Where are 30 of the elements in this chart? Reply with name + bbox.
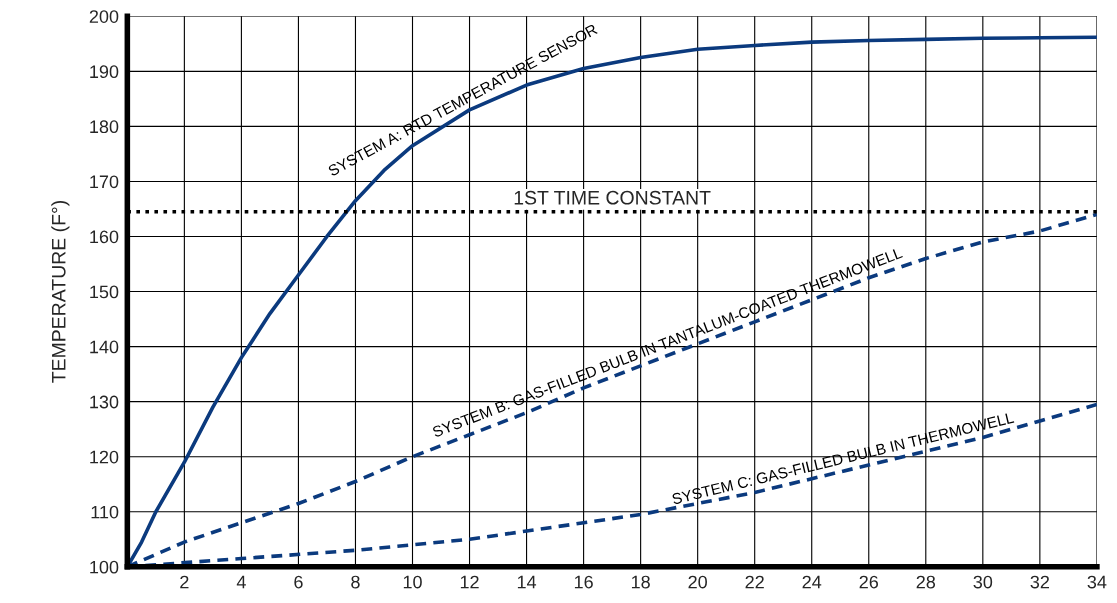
x-tick-label: 20: [688, 575, 707, 589]
y-tick-label: 140: [90, 340, 119, 354]
y-tick-label: 110: [91, 505, 119, 519]
x-tick-label: 26: [859, 575, 879, 589]
x-tick-label: 34: [1087, 575, 1107, 589]
x-tick-label: 16: [574, 575, 593, 589]
ref-line-label: 1ST TIME CONSTANT: [514, 190, 711, 205]
x-tick-label: 4: [236, 575, 246, 589]
x-tick-label: 2: [180, 575, 189, 589]
y-tick-label: 160: [90, 230, 119, 244]
x-tick-label: 12: [460, 575, 479, 589]
y-axis-title: TEMPERATURE (F°): [51, 201, 70, 383]
y-tick-label: 200: [89, 10, 119, 23]
x-tick-label: 30: [973, 575, 993, 589]
x-tick-label: 24: [802, 575, 822, 589]
y-tick-label: 150: [90, 285, 119, 299]
x-tick-label: 32: [1030, 575, 1049, 589]
x-tick-label: 10: [403, 575, 422, 589]
y-tick-label: 120: [90, 450, 119, 464]
x-tick-label: 14: [517, 575, 537, 589]
x-tick-label: 18: [631, 575, 650, 589]
y-tick-label: 100: [90, 560, 119, 574]
y-tick-label: 190: [90, 65, 119, 79]
x-tick-label: 28: [916, 575, 936, 589]
x-tick-label: 6: [294, 575, 303, 589]
y-tick-label: 180: [90, 120, 119, 134]
x-tick-label: 8: [351, 575, 360, 589]
y-tick-label: 130: [90, 395, 119, 409]
y-tick-label: 170: [90, 175, 119, 189]
x-tick-label: 22: [745, 575, 764, 589]
